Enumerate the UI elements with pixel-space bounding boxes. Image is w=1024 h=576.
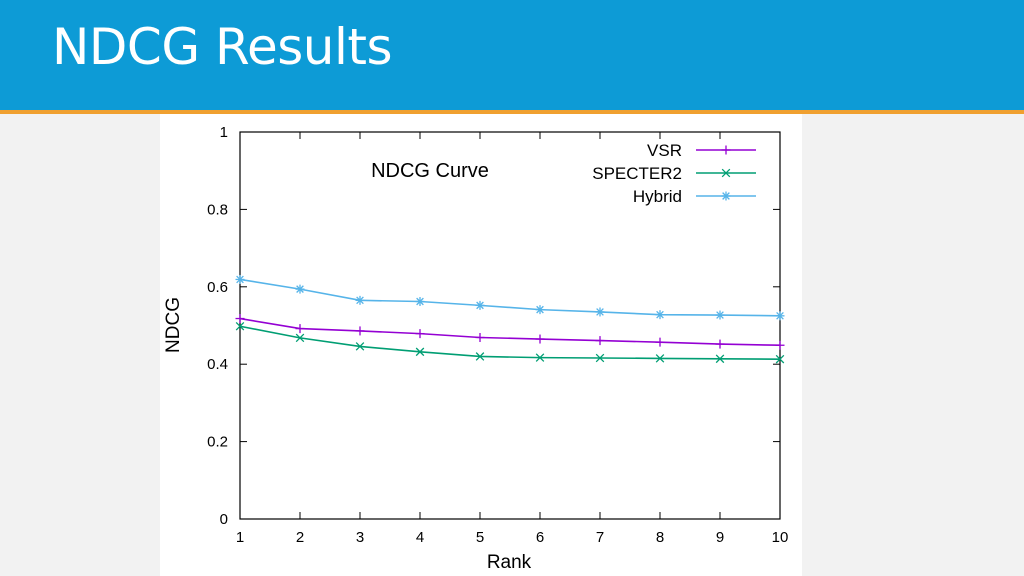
- data-point-vsr: [235, 314, 245, 324]
- legend-label-hybrid: Hybrid: [633, 187, 682, 206]
- data-point-hybrid: [295, 284, 305, 294]
- series-line-hybrid: [239, 278, 781, 317]
- x-tick-label: 8: [656, 529, 664, 546]
- data-point-hybrid: [715, 310, 725, 320]
- legend: VSR SPECTER2 Hybrid: [592, 141, 756, 206]
- x-tick-label: 2: [296, 529, 304, 546]
- y-tick-label: 1: [220, 124, 228, 141]
- data-point-hybrid: [355, 295, 365, 305]
- data-point-vsr: [475, 332, 485, 342]
- data-point-specter2: [415, 347, 425, 357]
- data-point-hybrid: [775, 311, 785, 321]
- data-point-specter2: [295, 333, 305, 343]
- legend-label-specter2: SPECTER2: [592, 164, 682, 183]
- data-point-hybrid: [595, 307, 605, 317]
- data-point-vsr: [655, 337, 665, 347]
- slide-header: NDCG Results: [0, 0, 1024, 110]
- data-point-specter2: [535, 353, 545, 362]
- data-point-vsr: [595, 336, 605, 346]
- plot-frame: [239, 131, 781, 520]
- data-point-hybrid: [535, 305, 545, 315]
- y-tick-label: 0.6: [207, 279, 228, 296]
- data-point-vsr: [715, 339, 725, 349]
- x-axis-label: Rank: [487, 552, 532, 573]
- x-tick-label: 7: [596, 529, 604, 546]
- legend-marker-specter2: [721, 168, 731, 178]
- slide-title: NDCG Results: [52, 18, 393, 76]
- data-point-hybrid: [415, 297, 425, 307]
- data-point-specter2: [595, 353, 605, 363]
- series-line-specter2: [239, 325, 781, 360]
- y-tick-label: 0: [220, 511, 228, 528]
- x-tick-label: 4: [416, 529, 424, 546]
- data-point-vsr: [355, 326, 365, 336]
- header-accent-rule: [0, 110, 1024, 114]
- chart-panel: 1 2 3 4 5 6 7 8 9 10 0 0.2 0.4 0.6 0.8 1 NDCG Curve Ran…: [160, 114, 802, 576]
- x-tick-label: 1: [236, 529, 244, 546]
- data-point-specter2: [355, 342, 365, 351]
- x-tick-label: 3: [356, 529, 364, 546]
- data-point-hybrid: [475, 300, 485, 310]
- y-tick-label: 0.2: [207, 434, 228, 451]
- series-line-vsr: [239, 317, 781, 347]
- y-tick-label: 0.8: [207, 201, 228, 218]
- data-point-vsr: [535, 334, 545, 344]
- x-tick-label: 10: [772, 529, 789, 546]
- chart-title: NDCG Curve: [371, 160, 489, 182]
- data-point-specter2: [475, 352, 485, 361]
- y-tick-label: 0.4: [207, 356, 228, 373]
- data-point-specter2: [715, 354, 725, 364]
- data-point-specter2: [655, 354, 665, 363]
- data-point-vsr: [415, 329, 425, 339]
- x-tick-label: 9: [716, 529, 724, 546]
- data-point-specter2: [775, 354, 785, 364]
- data-point-hybrid: [235, 274, 245, 284]
- data-point-specter2: [235, 321, 245, 331]
- x-tick-label: 6: [536, 529, 544, 546]
- x-tick-label: 5: [476, 529, 484, 546]
- legend-label-vsr: VSR: [647, 141, 682, 160]
- legend-marker-vsr: [721, 145, 731, 155]
- legend-marker-hybrid: [721, 191, 731, 201]
- data-point-vsr: [295, 324, 305, 334]
- data-point-hybrid: [655, 310, 665, 320]
- ndcg-line-chart: 1 2 3 4 5 6 7 8 9 10 0 0.2 0.4 0.6 0.8 1 NDCG Curve Ran…: [163, 124, 789, 573]
- y-axis-label: NDCG: [163, 297, 184, 353]
- data-point-vsr: [775, 340, 785, 350]
